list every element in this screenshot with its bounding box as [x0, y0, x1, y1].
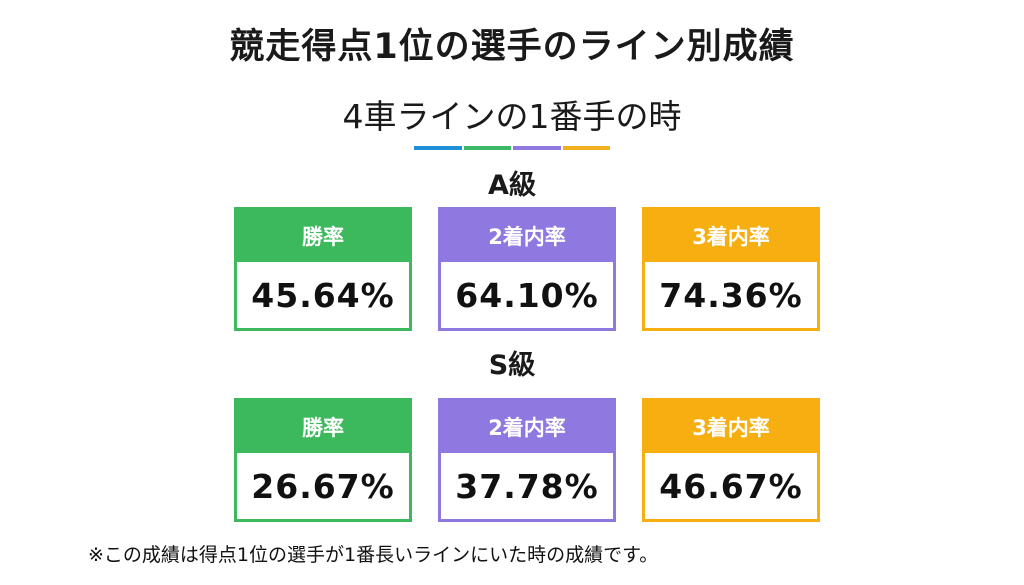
divider-segment-purple: [513, 146, 561, 150]
stat-card-label: 2着内率: [441, 401, 613, 453]
divider-segment-yellow: [562, 146, 610, 150]
stat-card-value: 37.78%: [455, 466, 599, 506]
divider-segment-green: [463, 146, 511, 150]
stat-card-label: 勝率: [237, 210, 409, 262]
stat-card-value: 64.10%: [455, 275, 599, 315]
page-title: 競走得点1位の選手のライン別成績: [229, 27, 795, 67]
stat-card-a-win: 勝率 45.64%: [234, 207, 412, 331]
stat-card-s-top2: 2着内率 37.78%: [438, 398, 616, 522]
stat-card-value: 45.64%: [251, 275, 395, 315]
stat-card-a-top3: 3着内率 74.36%: [642, 207, 820, 331]
footnote: ※この成績は得点1位の選手が1番長いラインにいた時の成績です。: [88, 544, 659, 566]
stat-card-label: 3着内率: [645, 401, 817, 453]
divider-segment-blue: [414, 146, 462, 150]
grade-label-a: A級: [488, 170, 536, 201]
stat-card-label: 勝率: [237, 401, 409, 453]
page-subtitle: 4車ラインの1番手の時: [342, 97, 682, 136]
stat-card-label: 2着内率: [441, 210, 613, 262]
grade-label-s: S級: [488, 350, 536, 381]
stat-card-value: 26.67%: [251, 466, 395, 506]
color-divider: [414, 146, 610, 150]
stat-card-value: 74.36%: [659, 275, 803, 315]
stat-card-a-top2: 2着内率 64.10%: [438, 207, 616, 331]
stat-card-s-win: 勝率 26.67%: [234, 398, 412, 522]
stat-card-label: 3着内率: [645, 210, 817, 262]
stat-card-s-top3: 3着内率 46.67%: [642, 398, 820, 522]
stat-card-value: 46.67%: [659, 466, 803, 506]
